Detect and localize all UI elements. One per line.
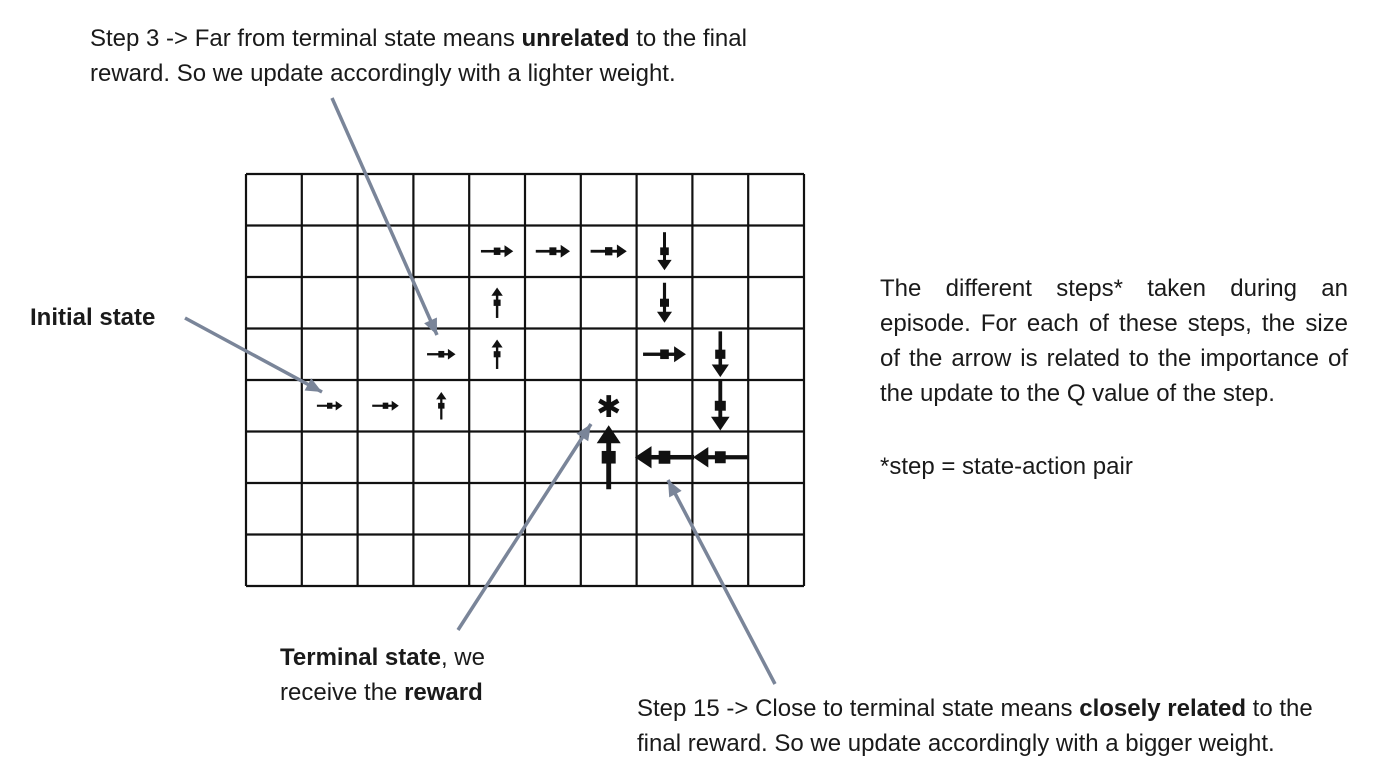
trajectory-arrow-head — [634, 446, 652, 469]
trajectory-arrow-body — [493, 299, 501, 306]
trajectory-arrow-body — [493, 247, 501, 255]
trajectory-arrow-body — [382, 402, 389, 409]
trajectory-arrow — [634, 446, 695, 469]
trajectory-arrow — [535, 244, 571, 258]
trajectory-arrow-body — [658, 450, 671, 464]
trajectory-arrow-head — [710, 416, 730, 431]
trajectory-arrow-body — [601, 450, 616, 464]
step3-line1: Step 3 -> Far from terminal state means … — [90, 25, 747, 52]
trajectory-arrow-head — [657, 311, 672, 323]
trajectory-arrow — [657, 282, 672, 323]
trajectory-arrow-body — [714, 400, 726, 411]
trajectory-arrow-head — [674, 346, 686, 363]
initial-state-pointer — [184, 316, 323, 394]
trajectory-arrow-head — [616, 244, 627, 259]
step15-pointer — [666, 479, 777, 685]
trajectory-arrow-head — [491, 339, 503, 348]
trajectory-arrow-body — [327, 402, 333, 409]
step15-bold: closely related — [1079, 695, 1246, 722]
trajectory-arrow-head — [596, 425, 621, 444]
trajectory-arrow-body — [549, 247, 557, 256]
terminal-state-symbol: ✱ — [596, 390, 621, 425]
step15-pointer-head — [668, 480, 682, 498]
trajectory-arrow-head — [711, 364, 729, 378]
trajectory-arrow — [372, 400, 399, 411]
trajectory-arrow-head — [693, 447, 709, 468]
trajectory-arrow-body — [438, 402, 445, 409]
trajectory-arrow — [596, 425, 621, 490]
initial-state-label: Initial state — [30, 304, 156, 331]
trajectory-arrow — [711, 331, 729, 378]
trajectory-arrow — [590, 244, 627, 259]
step15-annotation: Step 15 -> Close to terminal state means… — [637, 691, 1313, 761]
trajectory-arrow-body — [660, 247, 669, 256]
terminal-line2: receive the reward — [280, 679, 483, 706]
initial-state-pointer-head — [304, 378, 322, 392]
trajectory-arrow-head — [391, 400, 399, 411]
terminal-state-pointer — [456, 423, 593, 631]
trajectory-arrow — [480, 245, 514, 258]
trajectory-arrow — [427, 348, 456, 360]
trajectory-arrow — [436, 391, 447, 420]
trajectory-arrow-head — [560, 244, 571, 258]
trajectory-arrow-body — [714, 451, 726, 464]
trajectory-arrows — [316, 232, 748, 490]
trajectory-arrow — [710, 380, 730, 431]
description-text: The different steps* taken during an epi… — [880, 275, 1348, 407]
trajectory-arrow-body — [438, 350, 445, 358]
pointer-arrows — [184, 97, 777, 685]
step3-bold: unrelated — [521, 25, 630, 52]
trajectory-arrow-head — [504, 245, 514, 258]
step3-line2: reward. So we update accordingly with a … — [90, 60, 676, 87]
trajectory-arrow — [643, 346, 686, 363]
step3-pointer — [330, 97, 439, 336]
grid-lines — [244, 172, 806, 588]
trajectory-arrow — [491, 339, 503, 369]
trajectory-arrow-body — [660, 349, 669, 360]
trajectory-arrow-head — [436, 391, 447, 400]
terminal-state-annotation: Terminal state, we receive the reward — [280, 640, 485, 710]
terminal-state-pointer-head — [576, 424, 591, 442]
trajectory-arrow-body — [605, 247, 613, 256]
footnote-text: *step = state-action pair — [880, 453, 1133, 480]
terminal-line1: Terminal state, we — [280, 644, 485, 671]
trajectory-arrow-body — [660, 298, 669, 307]
step15-line2: final reward. So we update accordingly w… — [637, 730, 1275, 757]
trajectory-arrow — [657, 232, 672, 271]
trajectory-arrow-head — [447, 348, 456, 360]
trajectory-arrow-body — [715, 349, 726, 359]
trajectory-arrow — [693, 447, 748, 468]
step3-pointer-head — [424, 317, 437, 335]
trajectory-arrow — [316, 400, 343, 411]
trajectory-arrow-head — [657, 259, 672, 271]
step3-annotation: Step 3 -> Far from terminal state means … — [90, 21, 747, 91]
trajectory-arrow-body — [493, 351, 501, 358]
trajectory-arrow-head — [335, 400, 343, 411]
trajectory-arrow-head — [491, 287, 503, 296]
trajectory-arrow — [491, 287, 503, 318]
step15-line1: Step 15 -> Close to terminal state means… — [637, 695, 1313, 722]
